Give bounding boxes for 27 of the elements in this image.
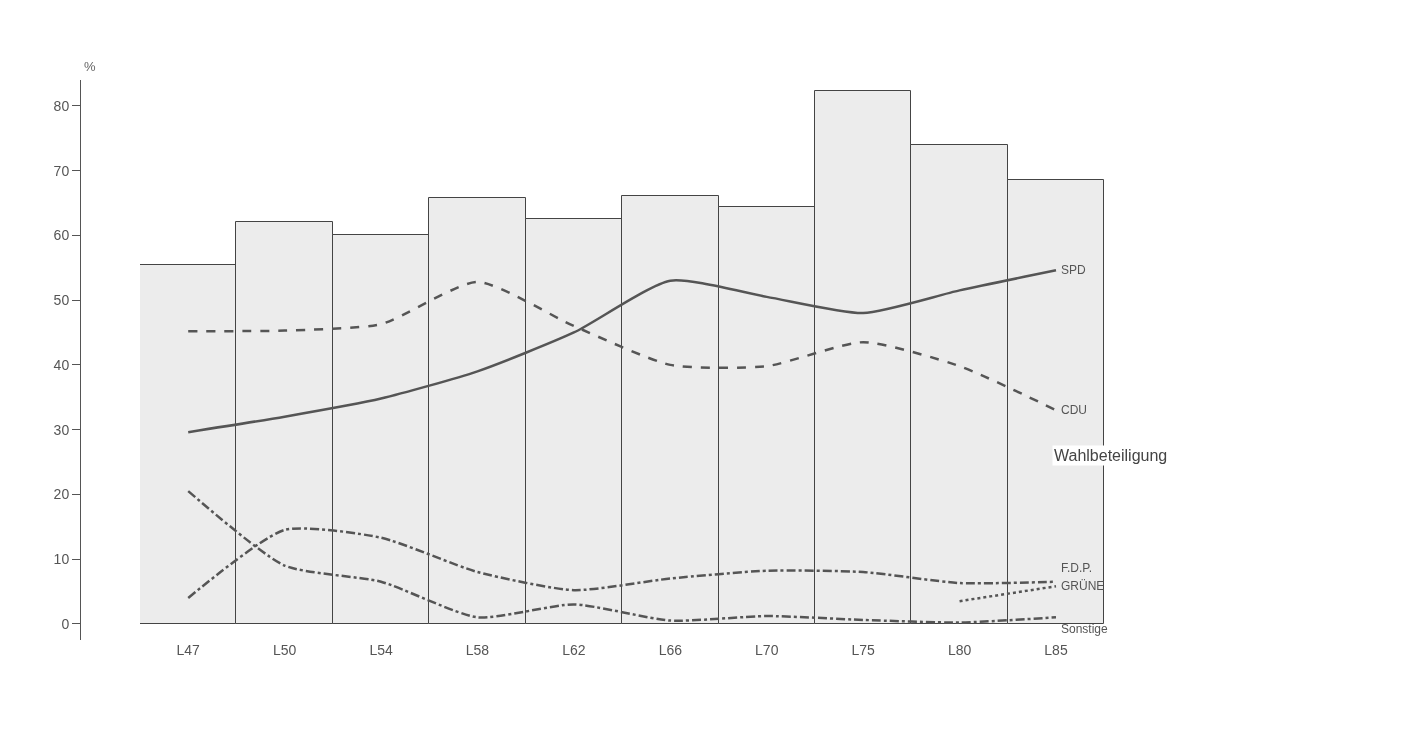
series-label: F.D.P.: [1061, 561, 1093, 575]
series-label: CDU: [1061, 403, 1087, 417]
line-series: [186, 489, 1058, 624]
x-tick-label: L70: [755, 642, 779, 658]
y-tick-label: 40: [53, 356, 70, 373]
series-label: Wahlbeteiligung: [1054, 447, 1168, 464]
y-tick-label: 50: [53, 292, 70, 309]
x-tick-label: L66: [658, 642, 683, 658]
x-tick-label: L75: [851, 642, 876, 658]
x-tick-label: L47: [176, 642, 201, 658]
y-tick-label: 30: [53, 421, 70, 438]
series-label: SPD: [1061, 263, 1087, 277]
x-tick-label: L54: [369, 642, 393, 658]
line-series: [186, 269, 1058, 434]
series-label: Sonstige: [1061, 622, 1109, 636]
x-tick-label: L62: [562, 642, 586, 658]
x-tick-label: L80: [947, 642, 972, 658]
y-tick-label: 70: [53, 162, 70, 179]
y-axis-title: %: [84, 59, 96, 74]
y-tick-label: 60: [53, 227, 70, 244]
x-tick-label: L50: [272, 642, 297, 658]
y-tick-label: 20: [53, 486, 70, 503]
y-tick-label: 80: [53, 97, 70, 114]
x-tick-label: L85: [1044, 642, 1068, 658]
y-tick-label: 10: [53, 550, 70, 567]
y-tick-label: 0: [61, 615, 70, 632]
x-tick-label: L58: [465, 642, 490, 658]
